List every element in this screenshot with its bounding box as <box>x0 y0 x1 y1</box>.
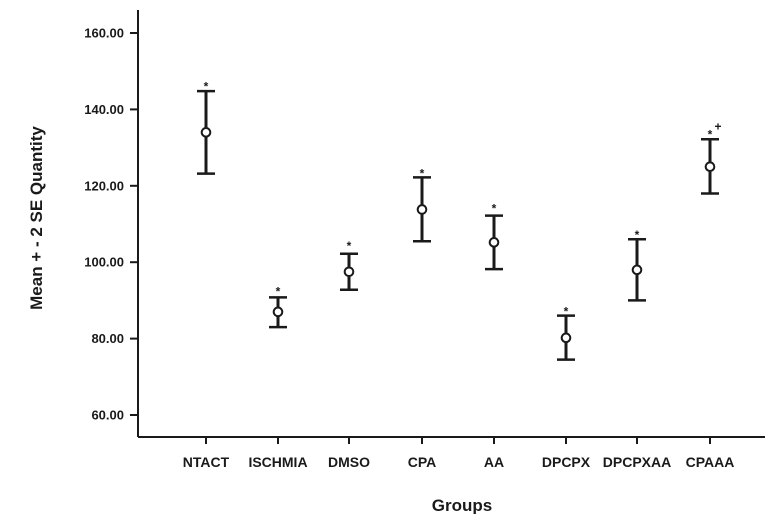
x-axis-title: Groups <box>432 496 492 514</box>
significance-marker: * <box>492 201 497 215</box>
y-tick-label: 60.00 <box>91 408 124 423</box>
error-bars <box>197 89 719 361</box>
x-tick-label: DPCPXAA <box>603 454 671 470</box>
annotations: ********+ <box>204 80 722 319</box>
x-tick-label: DMSO <box>328 454 370 470</box>
y-tick-label: 100.00 <box>84 255 124 270</box>
significance-marker: * <box>347 239 352 253</box>
significance-marker: * <box>420 166 425 180</box>
significance-marker: + <box>714 120 721 134</box>
significance-marker: * <box>708 127 713 141</box>
mean-marker <box>560 332 572 344</box>
x-tick-label: AA <box>484 454 504 470</box>
x-tick-label: ISCHMIA <box>248 454 307 470</box>
significance-marker: * <box>635 228 640 242</box>
x-tick-label: NTACT <box>183 454 230 470</box>
x-tick-label: CPAAA <box>686 454 735 470</box>
y-tick-label: 120.00 <box>84 178 124 193</box>
mean-marker <box>631 264 643 276</box>
x-ticks: NTACT ISCHMIA DMSO CPA AA DPCPX DPCPXAA CPAAA <box>183 437 735 470</box>
mean-marker <box>200 127 212 138</box>
significance-marker: * <box>564 305 569 319</box>
y-tick-label: 80.00 <box>91 331 124 346</box>
x-tick-label: DPCPX <box>542 454 591 470</box>
mean-marker <box>704 161 716 172</box>
axes <box>137 10 765 438</box>
y-tick-label: 140.00 <box>84 102 124 117</box>
y-tick-label: 160.00 <box>84 26 124 41</box>
x-tick-label: CPA <box>408 454 437 470</box>
significance-marker: * <box>276 285 281 299</box>
y-axis-title: Mean + - 2 SE Quantity <box>27 126 46 310</box>
mean-marker <box>488 237 500 248</box>
y-ticks: 60.00 80.00 100.00 120.00 140.00 160.00 <box>84 26 138 423</box>
mean-marker <box>343 266 355 278</box>
mean-marker <box>272 306 284 318</box>
mean-marker <box>416 204 428 215</box>
significance-marker: * <box>204 80 209 94</box>
